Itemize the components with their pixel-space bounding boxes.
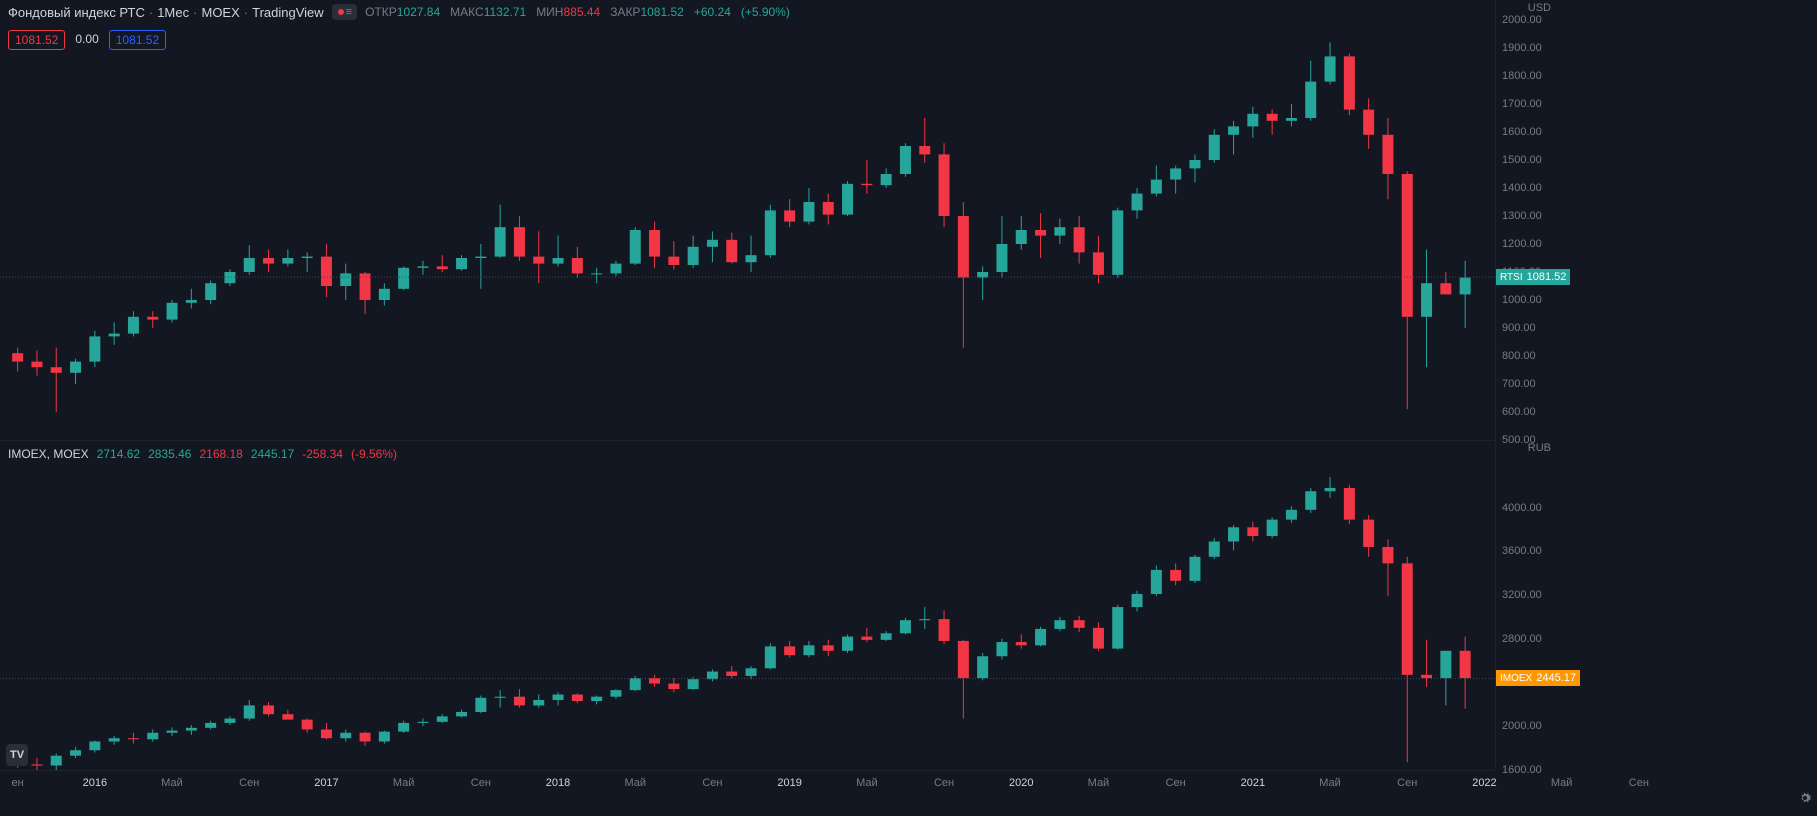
dot-icon xyxy=(338,9,344,15)
x-tick: 2017 xyxy=(314,777,338,789)
main-chart-pane[interactable] xyxy=(0,0,1495,440)
y-tick: 3600.00 xyxy=(1502,545,1542,557)
y-tick: 1200.00 xyxy=(1502,238,1542,250)
y-tick: 1300.00 xyxy=(1502,210,1542,222)
y-tick: 600.00 xyxy=(1502,406,1536,418)
badge-red[interactable]: 1081.52 xyxy=(8,30,65,50)
y-tick: 700.00 xyxy=(1502,378,1536,390)
tradingview-logo[interactable]: TV xyxy=(6,744,28,766)
gear-icon[interactable] xyxy=(1797,790,1813,806)
y-tick: 1400.00 xyxy=(1502,182,1542,194)
x-tick: Сен xyxy=(934,777,954,789)
price-tag-imoex: IMOEX2445.17 xyxy=(1496,670,1580,686)
y-tick: 1800.00 xyxy=(1502,70,1542,82)
candlestick-chart-imoex xyxy=(0,441,1495,771)
y-tick: 2000.00 xyxy=(1502,720,1542,732)
x-tick: 2019 xyxy=(777,777,801,789)
y-tick: 900.00 xyxy=(1502,322,1536,334)
x-tick: 2018 xyxy=(546,777,570,789)
title-interval: 1Мес xyxy=(157,5,189,20)
x-tick: 2021 xyxy=(1241,777,1265,789)
x-tick: Май xyxy=(1088,777,1110,789)
y-tick: 2800.00 xyxy=(1502,633,1542,645)
title-name: Фондовый индекс РТС xyxy=(8,5,145,20)
x-tick: Май xyxy=(161,777,183,789)
x-tick: Сен xyxy=(239,777,259,789)
x-tick: Сен xyxy=(471,777,491,789)
x-tick: 2016 xyxy=(83,777,107,789)
x-tick: Май xyxy=(1551,777,1573,789)
x-tick: ен xyxy=(12,777,24,789)
ohlc-readout: ОТКР1027.84 МАКС1132.71 МИН885.44 ЗАКР10… xyxy=(365,5,790,19)
y-tick: 1700.00 xyxy=(1502,98,1542,110)
x-tick: Сен xyxy=(1166,777,1186,789)
sub-chart-pane[interactable]: IMOEX, MOEX 2714.62 2835.46 2168.18 2445… xyxy=(0,440,1495,770)
legend-row: 1081.52 0.00 1081.52 xyxy=(8,30,166,50)
symbol-title[interactable]: Фондовый индекс РТС · 1Мес · MOEX · Trad… xyxy=(8,5,324,20)
candlestick-chart-rtsi xyxy=(0,0,1495,440)
x-tick: Май xyxy=(856,777,878,789)
y-tick: 800.00 xyxy=(1502,350,1536,362)
title-exchange: MOEX xyxy=(201,5,239,20)
compare-badge[interactable]: ≡ xyxy=(332,4,357,20)
time-axis[interactable]: ен 2016 Май Сен 2017 Май Сен 2018 Май Сен 2019 Май С… xyxy=(0,770,1495,816)
y-tick: 1500.00 xyxy=(1502,154,1542,166)
x-tick: Сен xyxy=(702,777,722,789)
bars-icon: ≡ xyxy=(346,6,351,18)
chart-header: Фондовый индекс РТС · 1Мес · MOEX · Trad… xyxy=(0,0,1817,24)
x-tick: Сен xyxy=(1397,777,1417,789)
y-axis-sub[interactable]: RUB 1600.002000.002400.002800.003200.003… xyxy=(1495,440,1555,770)
x-tick: 2022 xyxy=(1472,777,1496,789)
x-tick: Май xyxy=(624,777,646,789)
y-tick: 4000.00 xyxy=(1502,502,1542,514)
x-tick: 2020 xyxy=(1009,777,1033,789)
y-tick: 1900.00 xyxy=(1502,42,1542,54)
badge-blue[interactable]: 1081.52 xyxy=(109,30,166,50)
x-tick: Сен xyxy=(1629,777,1649,789)
y-tick: 1600.00 xyxy=(1502,126,1542,138)
x-tick: Май xyxy=(393,777,415,789)
y-tick: 3200.00 xyxy=(1502,589,1542,601)
y-axis-main[interactable]: USD 500.00600.00700.00800.00900.001000.0… xyxy=(1495,0,1555,440)
title-provider: TradingView xyxy=(252,5,324,20)
price-tag-rtsi: RTSI1081.52 xyxy=(1496,269,1570,285)
y-tick: 1600.00 xyxy=(1502,764,1542,776)
x-tick: Май xyxy=(1319,777,1341,789)
badge-mid: 0.00 xyxy=(71,30,102,50)
currency-label-sub[interactable]: RUB xyxy=(1528,442,1551,454)
y-tick: 1000.00 xyxy=(1502,294,1542,306)
